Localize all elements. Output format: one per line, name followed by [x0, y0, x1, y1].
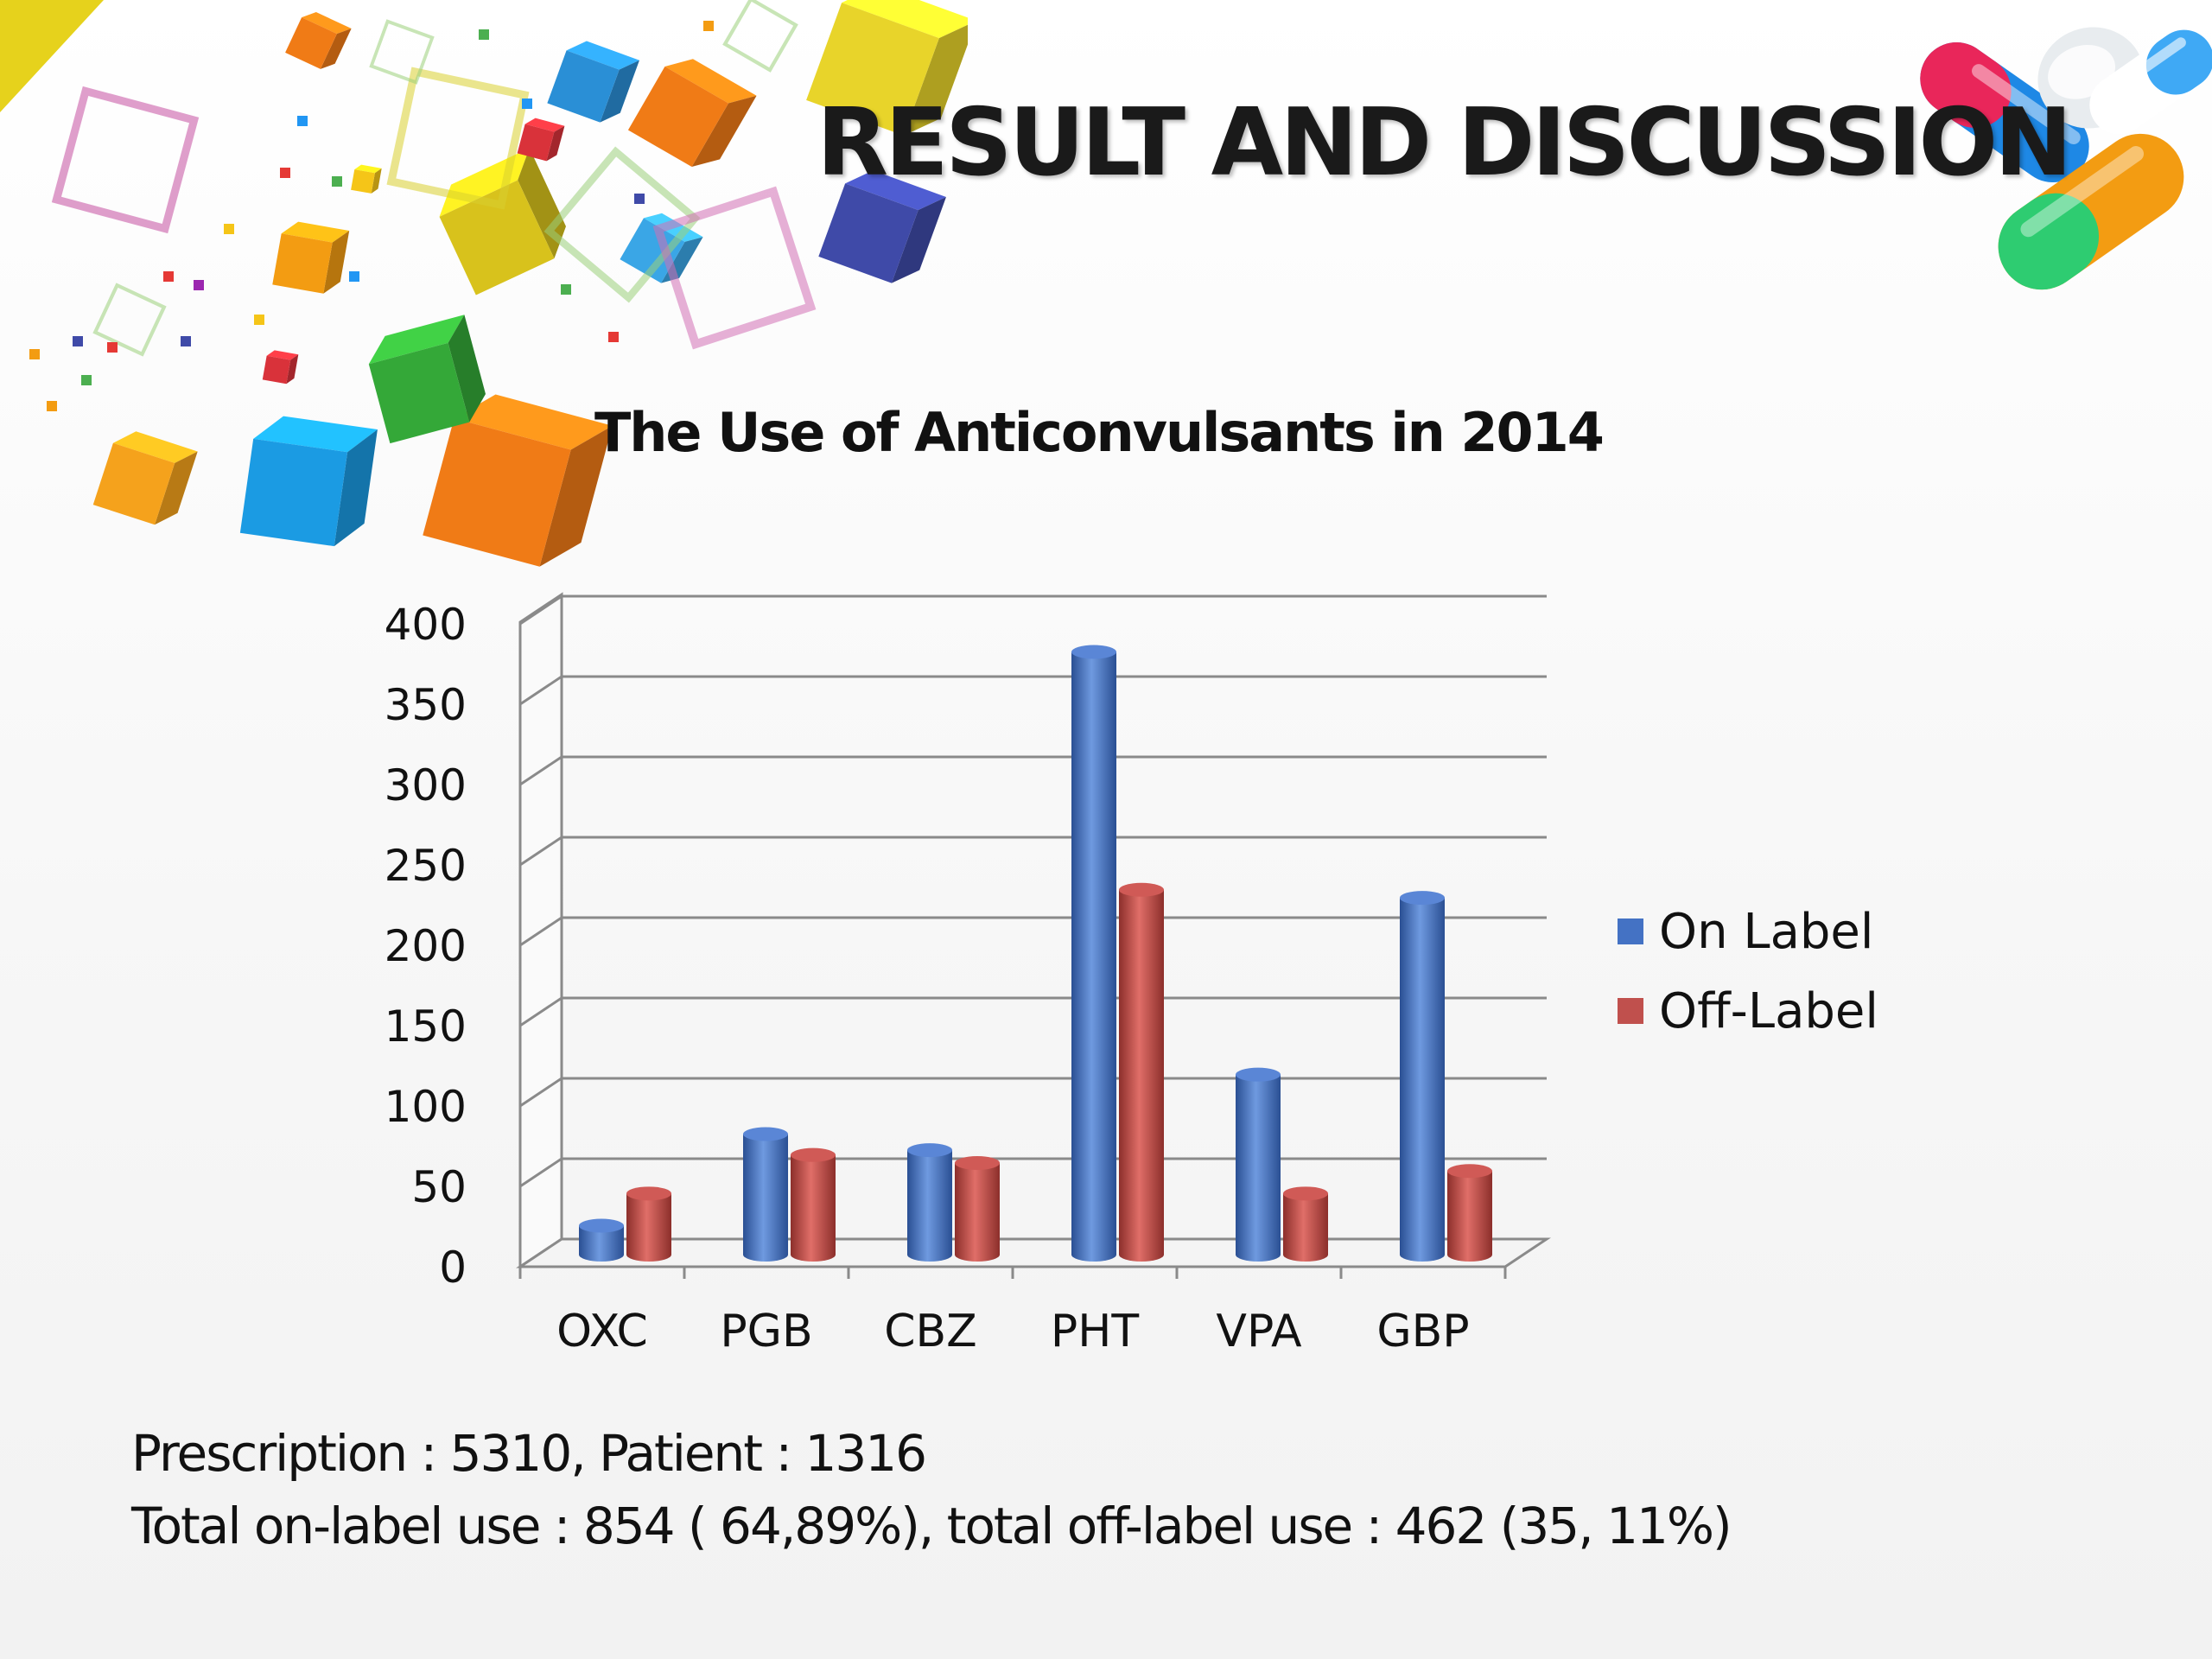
confetti-dot-9 — [280, 168, 290, 178]
summary-line-usage: Total on-label use : 854 ( 64,89%), tota… — [131, 1497, 1732, 1555]
pill-white-blue — [2089, 29, 2212, 135]
gridline-50 — [519, 1157, 1547, 1188]
legend-label-off-label: Off-Label — [1659, 982, 1878, 1039]
legend-swatch-off-label — [1618, 998, 1643, 1024]
gridline-400 — [519, 594, 1547, 626]
y-tick-label-350: 350 — [385, 680, 467, 730]
bar-vpa-off-label — [1283, 1186, 1328, 1262]
legend-item-off-label: Off-Label — [1618, 971, 1878, 1051]
x-tick-label-vpa: VPA — [1216, 1306, 1302, 1357]
cube-yellow-large — [806, 0, 968, 136]
cube-orange-large — [423, 394, 613, 567]
chart-floor — [516, 1237, 1551, 1268]
chart-legend: On Label Off-Label — [1618, 892, 1878, 1051]
legend-label-on-label: On Label — [1659, 903, 1874, 960]
pill-red-blue — [1920, 41, 2089, 183]
legend-swatch-on-label — [1618, 918, 1643, 944]
confetti-dot-15 — [163, 271, 174, 282]
y-tick-label-200: 200 — [385, 921, 467, 971]
cube-orange-tiny — [272, 221, 350, 294]
confetti-dot-18 — [479, 29, 489, 40]
bar-chart: 0 50 100 150 200 250 300 350 400 OXC PGB CBZ PHT VPA G… — [385, 592, 1551, 1357]
y-tick-label-50: 50 — [411, 1162, 467, 1212]
outline-square-7 — [722, 0, 798, 73]
chart-title: The Use of Anticonvulsants in 2014 — [594, 401, 1605, 464]
bar-pht-on-label — [1071, 645, 1116, 1262]
outline-square-1 — [51, 86, 200, 234]
y-tick-label-400: 400 — [385, 600, 467, 650]
gridline-350 — [519, 675, 1547, 706]
confetti-dot-8 — [332, 176, 342, 187]
bar-oxc-on-label — [579, 1218, 624, 1262]
y-tick-label-0: 0 — [439, 1243, 467, 1293]
bar-oxc-off-label — [626, 1186, 671, 1262]
bar-vpa-on-label — [1236, 1067, 1281, 1262]
confetti-dot-4 — [181, 336, 191, 346]
confetti-dot-11 — [608, 332, 619, 342]
confetti-dot-7 — [349, 271, 359, 282]
confetti-dot-12 — [522, 99, 532, 109]
cube-green — [368, 315, 486, 444]
cube-navy — [818, 170, 946, 283]
confetti-dot-0 — [73, 336, 83, 346]
summary-text: Prescription : 5310, Patient : 1316 Tota… — [131, 1417, 2119, 1562]
bar-cbz-on-label — [907, 1143, 952, 1262]
cube-orange-medium — [627, 59, 757, 168]
bar-gbp-on-label — [1400, 891, 1445, 1262]
slide-title: RESULT AND DISCUSSION — [817, 89, 2073, 197]
cube-red-mini — [517, 118, 565, 162]
outline-square-4 — [652, 186, 817, 350]
gridline-100 — [519, 1077, 1547, 1108]
bar-pgb-on-label — [743, 1127, 788, 1262]
confetti-dot-1 — [107, 342, 118, 353]
x-tick-label-pgb: PGB — [720, 1306, 812, 1357]
outline-square-2 — [386, 67, 530, 210]
corner-triangle — [0, 0, 104, 112]
y-tick-label-300: 300 — [385, 760, 467, 810]
cube-blue-small — [547, 41, 639, 123]
gridline-250 — [519, 836, 1547, 867]
confetti-dot-6 — [254, 315, 264, 325]
x-tick-label-gbp: GBP — [1376, 1306, 1469, 1357]
bar-gbp-off-label — [1447, 1164, 1492, 1262]
bar-pht-off-label — [1119, 882, 1164, 1262]
cube-orange-small — [92, 431, 198, 525]
summary-line-prescriptions: Prescription : 5310, Patient : 1316 — [131, 1424, 927, 1483]
y-tick-label-100: 100 — [385, 1082, 467, 1132]
cube-blue-large — [239, 416, 378, 547]
confetti-dot-13 — [703, 21, 714, 31]
confetti-dot-16 — [29, 349, 40, 359]
cube-red-micro — [262, 350, 299, 385]
legend-item-on-label: On Label — [1618, 892, 1878, 971]
x-tick-label-cbz: CBZ — [884, 1306, 977, 1357]
x-tick-label-pht: PHT — [1051, 1306, 1139, 1357]
decorative-cubes — [0, 0, 968, 567]
confetti-dot-14 — [224, 224, 234, 234]
gridline-150 — [519, 996, 1547, 1027]
cube-yellow-micro — [351, 164, 382, 194]
pills-image — [1920, 27, 2212, 290]
bar-cbz-off-label — [955, 1155, 1000, 1262]
confetti-dot-2 — [47, 401, 57, 411]
x-tick-label-oxc: OXC — [556, 1306, 648, 1357]
outline-square-8 — [92, 283, 167, 357]
cube-orange-mini — [285, 12, 352, 69]
gridline-300 — [519, 755, 1547, 786]
confetti-dot-10 — [561, 284, 571, 295]
confetti-dot-19 — [297, 116, 308, 126]
outline-square-6 — [369, 19, 435, 85]
outline-square-3 — [543, 146, 701, 303]
pill-green-orange — [1998, 133, 2184, 290]
y-tick-label-250: 250 — [385, 841, 467, 891]
y-tick-label-150: 150 — [385, 1001, 467, 1052]
confetti-dot-3 — [81, 375, 92, 385]
confetti-dot-5 — [194, 280, 204, 290]
bar-pgb-off-label — [791, 1147, 836, 1262]
confetti-dot-17 — [634, 194, 645, 204]
gridline-200 — [519, 916, 1547, 947]
